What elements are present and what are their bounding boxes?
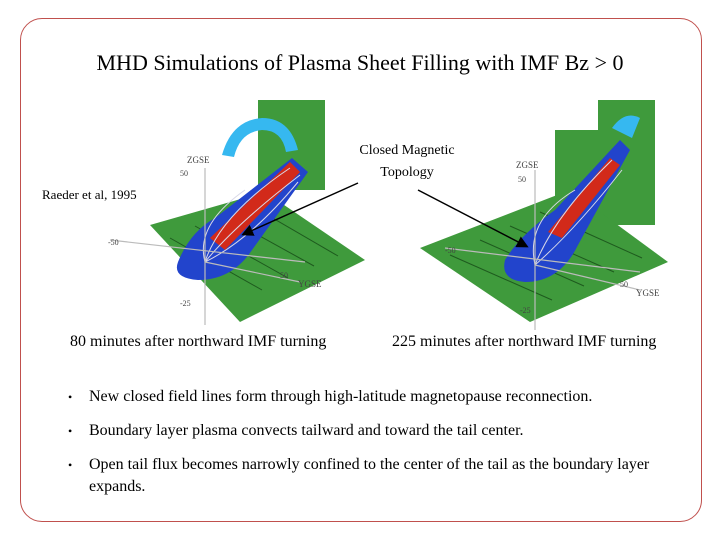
y-tick-label: 50 bbox=[280, 271, 288, 280]
bullet-text: Boundary layer plasma convects tailward … bbox=[89, 422, 524, 439]
bullet-text: Open tail flux becomes narrowly confined… bbox=[89, 456, 650, 495]
x-tick-label: -50 bbox=[445, 246, 456, 255]
y-tick-label: 50 bbox=[620, 280, 628, 289]
bullet-marker: • bbox=[68, 424, 73, 438]
annotation-arrow-right bbox=[417, 189, 529, 248]
annotation-line-2: Topology bbox=[380, 165, 434, 180]
z-axis-label: ZGSE bbox=[516, 160, 539, 170]
citation-credit: Raeder et al, 1995 bbox=[42, 187, 137, 202]
bullet-item: • Boundary layer plasma convects tailwar… bbox=[68, 420, 698, 442]
bullet-marker: • bbox=[68, 390, 73, 404]
left-panel-caption: 80 minutes after northward IMF turning bbox=[70, 333, 327, 350]
x-tick-label: -50 bbox=[108, 238, 119, 247]
right-panel-caption: 225 minutes after northward IMF turning bbox=[392, 333, 657, 350]
z-axis-label: ZGSE bbox=[187, 155, 210, 165]
z-tick-label: 50 bbox=[518, 175, 526, 184]
bullet-text: New closed field lines form through high… bbox=[89, 388, 593, 405]
y-axis-label: YGSE bbox=[298, 279, 322, 289]
left-simulation-panel: ZGSE 50 -50 YGSE 50 -25 bbox=[108, 100, 365, 325]
bullet-marker: • bbox=[68, 458, 73, 472]
right-simulation-panel: ZGSE 50 -50 YGSE 50 -25 bbox=[420, 100, 668, 330]
topology-annotation: Closed Magnetic Topology bbox=[342, 140, 472, 184]
slide-frame bbox=[20, 18, 702, 522]
slide-title: MHD Simulations of Plasma Sheet Filling … bbox=[96, 50, 624, 75]
bullet-item: • Open tail flux becomes narrowly confin… bbox=[68, 454, 698, 498]
annotation-line-1: Closed Magnetic bbox=[359, 143, 455, 158]
neg-tick-label: -25 bbox=[180, 299, 191, 308]
annotation-arrow-left bbox=[241, 182, 359, 236]
y-axis-label: YGSE bbox=[636, 288, 660, 298]
z-tick-label: 50 bbox=[180, 169, 188, 178]
neg-tick-label: -25 bbox=[520, 306, 531, 315]
bullet-list: • New closed field lines form through hi… bbox=[68, 386, 698, 510]
bullet-item: • New closed field lines form through hi… bbox=[68, 386, 698, 408]
